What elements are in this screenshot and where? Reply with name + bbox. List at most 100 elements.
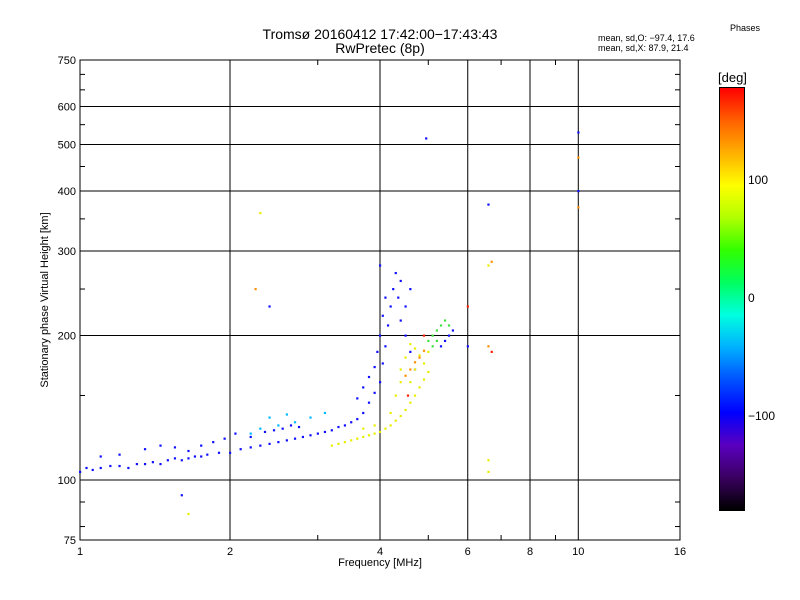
data-point [259,212,262,215]
data-point [356,397,359,400]
y-tick-label: 75 [64,535,76,547]
data-point [343,424,347,427]
data-point [109,464,112,468]
data-point [418,354,421,357]
data-point [206,453,209,456]
data-point [376,350,379,353]
data-point [187,449,190,453]
y-axis-label: Stationary phase Virtual Height [km] [39,212,51,388]
data-point [268,416,271,419]
data-point [422,334,426,337]
data-point [159,462,162,466]
data-point [447,334,451,337]
data-point [399,381,402,384]
data-point [173,446,177,449]
phase-stats-o: mean, sd,O: −97.4, 17.6 [598,33,695,43]
data-point [337,425,340,429]
data-point [490,260,493,263]
data-point [422,349,426,352]
data-point [439,324,443,327]
data-point [143,462,147,466]
x-tick-label: 8 [527,546,533,558]
data-point [373,365,376,369]
data-point [259,427,262,430]
data-point [379,334,382,337]
data-point [409,288,412,291]
data-point [406,394,410,397]
data-point [427,370,430,374]
data-point [384,296,387,299]
data-point [343,441,347,444]
data-point [268,442,271,445]
data-point [367,401,371,404]
data-point [309,434,312,437]
data-point [379,381,382,384]
x-tick-label: 4 [377,546,383,558]
data-point [293,421,297,424]
data-point [301,435,305,439]
data-point [281,427,284,430]
data-point [397,296,400,299]
data-point [212,441,215,444]
data-point [293,437,297,440]
data-point [389,424,392,427]
data-point [487,345,490,348]
data-point [118,464,121,468]
data-point [91,468,94,472]
data-point [399,279,402,283]
y-tick-label: 750 [58,55,76,67]
data-point [285,439,288,442]
data-point [404,356,407,359]
data-point [404,408,407,412]
data-point [356,437,359,440]
data-point [367,375,371,379]
data-point [431,334,434,337]
phase-stats: Phases mean, sd,O: −97.4, 17.6 mean, sd,… [598,23,778,53]
data-point [577,131,580,134]
data-point [187,457,190,460]
phase-stats-heading: Phases [729,23,760,33]
data-point [379,430,382,434]
colorbar-tick-0: 0 [748,291,755,305]
data-point [373,424,376,427]
phase-stats-x: mean, sd,X: 87.9, 21.4 [598,43,689,53]
data-point [466,305,469,308]
data-point [427,339,430,343]
data-point [409,401,412,404]
data-point [362,435,365,439]
data-point [229,451,232,454]
data-point [490,350,493,353]
data-point [399,319,402,322]
data-point [323,411,327,415]
data-point [466,345,469,348]
data-point [439,345,443,348]
data-point [259,444,262,447]
data-point [577,156,580,159]
data-point [180,459,183,462]
data-point [362,427,365,430]
data-point [316,432,319,435]
data-point [404,374,407,377]
data-point [418,386,421,389]
data-point [422,378,426,381]
x-tick-label: 2 [227,546,233,558]
data-point [399,414,402,418]
data-point [384,427,387,430]
data-point [187,512,190,516]
data-point [309,416,312,419]
data-point [323,430,327,434]
data-point [127,466,130,470]
data-point [277,441,280,444]
data-point [297,425,301,429]
data-point [427,350,430,353]
data-point [135,462,138,466]
data-point [166,459,169,462]
data-point [418,356,421,359]
data-point [263,430,267,434]
data-point [289,424,293,427]
chart-title-line2: RwPretec (8p) [335,40,425,56]
x-tick-label: 16 [674,546,686,558]
data-point [413,347,417,350]
colorbar-tick-minus-100: −100 [748,408,776,423]
